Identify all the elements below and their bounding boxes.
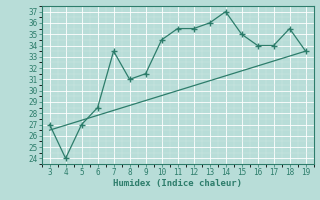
X-axis label: Humidex (Indice chaleur): Humidex (Indice chaleur) bbox=[113, 179, 242, 188]
